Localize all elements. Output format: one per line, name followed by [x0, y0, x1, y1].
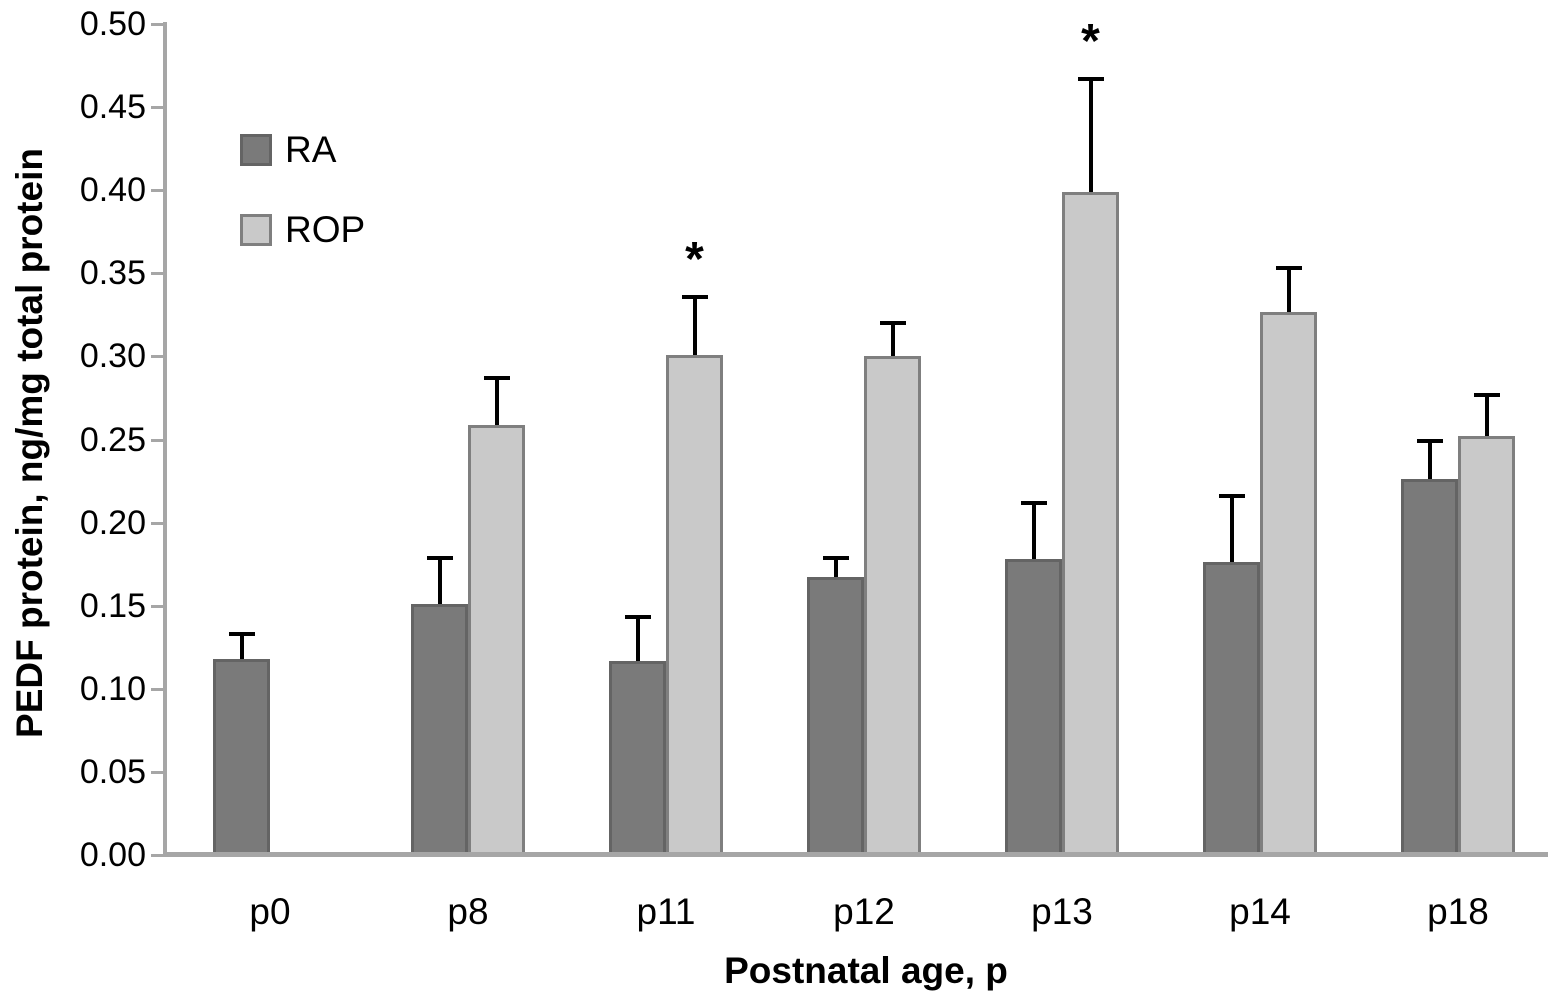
error-bar-cap-RA-p8	[426, 555, 453, 560]
legend-label-rop: ROP	[285, 209, 366, 250]
error-bar-ROP-p18	[1484, 394, 1489, 437]
y-tick	[151, 521, 164, 525]
significance-asterisk-p11: *	[685, 232, 704, 286]
x-category-label-p12: p12	[833, 891, 895, 932]
y-tick	[151, 438, 164, 442]
error-bar-RA-p18	[1427, 441, 1432, 480]
bar-ROP-p12	[864, 356, 921, 855]
y-tick-label: 0.15	[79, 586, 146, 625]
y-tick	[151, 854, 164, 857]
y-tick-label: 0.50	[79, 5, 146, 43]
error-bar-cap-ROP-p13	[1077, 76, 1104, 81]
y-tick-label: 0.10	[79, 669, 146, 708]
error-bar-RA-p13	[1031, 502, 1036, 560]
error-bar-ROP-p13	[1088, 78, 1093, 192]
error-bar-ROP-p8	[494, 378, 499, 425]
x-category-label-p8: p8	[447, 891, 489, 932]
error-bar-ROP-p14	[1286, 268, 1291, 312]
y-tick	[151, 106, 164, 110]
error-bar-cap-RA-p0	[228, 631, 255, 636]
error-bar-RA-p12	[833, 557, 838, 578]
error-bar-cap-RA-p18	[1416, 439, 1443, 444]
y-axis-line	[163, 22, 167, 856]
y-tick	[151, 23, 164, 26]
y-tick	[151, 687, 164, 691]
bar-RA-p13	[1005, 559, 1062, 855]
significance-asterisk-p13: *	[1081, 14, 1100, 68]
error-bar-RA-p11	[635, 617, 640, 661]
error-bar-cap-ROP-p18	[1473, 392, 1500, 397]
bar-ROP-p14	[1260, 311, 1317, 855]
error-bar-cap-ROP-p11	[681, 294, 708, 299]
error-bar-ROP-p12	[890, 323, 895, 357]
y-tick	[151, 770, 164, 774]
y-tick-label: 0.25	[79, 420, 146, 459]
bar-RA-p14	[1203, 562, 1260, 855]
x-category-label-p14: p14	[1229, 891, 1291, 932]
y-tick	[151, 355, 164, 359]
y-tick-label: 0.20	[79, 503, 146, 542]
legend-label-ra: RA	[285, 129, 337, 170]
x-category-label-p18: p18	[1427, 891, 1489, 932]
bar-RA-p11	[609, 660, 666, 855]
bar-RA-p12	[807, 577, 864, 855]
bar-ROP-p11	[666, 354, 723, 855]
error-bar-RA-p0	[239, 633, 244, 659]
y-tick-label: 0.05	[79, 752, 146, 791]
y-tick-label: 0.30	[79, 337, 146, 376]
y-tick-label: 0.40	[79, 171, 146, 210]
error-bar-cap-ROP-p14	[1275, 266, 1302, 271]
error-bar-cap-ROP-p12	[879, 321, 906, 326]
y-tick	[151, 604, 164, 608]
legend-item-ra: RA	[240, 130, 336, 170]
legend-item-rop: ROP	[240, 210, 365, 250]
y-tick	[151, 272, 164, 276]
error-bar-ROP-p11	[692, 296, 697, 355]
bar-RA-p8	[411, 604, 468, 855]
error-bar-RA-p14	[1229, 496, 1234, 563]
x-axis-line	[163, 852, 1548, 857]
y-tick-label: 0.45	[79, 88, 146, 127]
bar-ROP-p13	[1062, 191, 1119, 855]
error-bar-cap-RA-p12	[822, 555, 849, 560]
bar-ROP-p18	[1458, 436, 1515, 855]
error-bar-cap-ROP-p8	[483, 376, 510, 380]
y-tick	[151, 189, 164, 193]
x-axis-title: Postnatal age, p	[724, 950, 1008, 991]
legend-swatch-ra	[240, 134, 272, 166]
error-bar-cap-RA-p11	[624, 615, 651, 620]
x-category-label-p13: p13	[1031, 891, 1093, 932]
x-category-label-p11: p11	[636, 891, 696, 932]
bar-RA-p18	[1401, 479, 1458, 855]
y-tick-label: 0.00	[79, 836, 146, 874]
x-category-label-p0: p0	[249, 891, 291, 932]
bar-ROP-p8	[468, 424, 525, 855]
legend-swatch-rop	[240, 214, 272, 246]
y-tick-label: 0.35	[79, 254, 146, 293]
bar-RA-p0	[213, 658, 270, 855]
error-bar-cap-RA-p13	[1020, 500, 1047, 505]
error-bar-RA-p8	[437, 557, 442, 605]
error-bar-cap-RA-p14	[1218, 494, 1245, 498]
